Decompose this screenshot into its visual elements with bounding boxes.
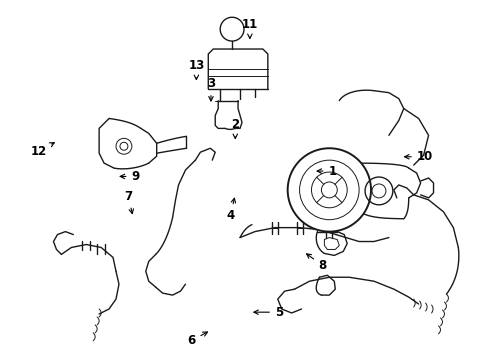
Text: 12: 12 — [30, 143, 54, 158]
Text: 3: 3 — [207, 77, 215, 101]
Circle shape — [220, 17, 244, 41]
Text: 4: 4 — [226, 198, 236, 222]
Text: 2: 2 — [231, 118, 239, 139]
Text: 10: 10 — [405, 150, 433, 163]
Text: 5: 5 — [254, 306, 283, 319]
Text: 8: 8 — [307, 254, 327, 272]
Circle shape — [288, 148, 371, 231]
Text: 11: 11 — [242, 18, 258, 39]
Text: 9: 9 — [120, 170, 140, 183]
Text: 7: 7 — [124, 190, 133, 213]
Text: 6: 6 — [187, 332, 207, 347]
Text: 13: 13 — [188, 59, 204, 80]
Text: 1: 1 — [317, 165, 337, 177]
